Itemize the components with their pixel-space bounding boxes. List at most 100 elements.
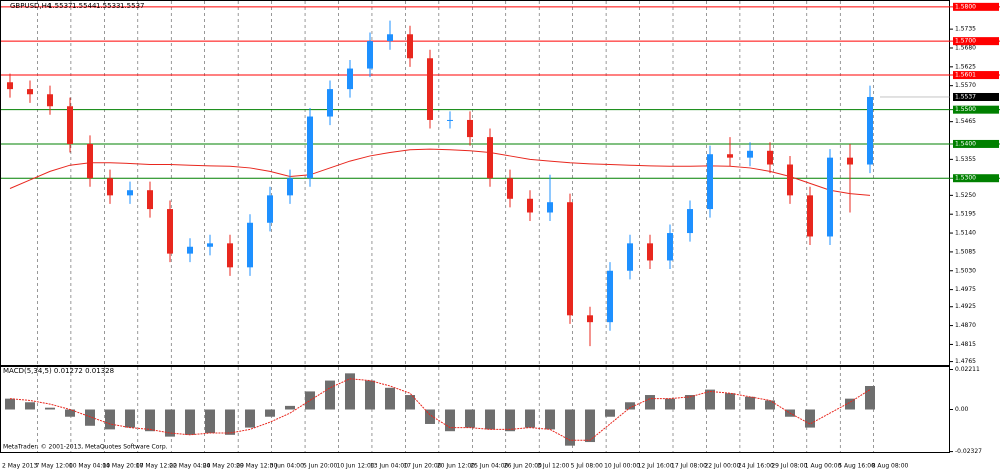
candle-body	[187, 246, 193, 254]
macd-bar	[185, 409, 195, 435]
candle-body	[747, 150, 753, 158]
macd-bar	[865, 385, 875, 410]
plot	[1, 1, 1000, 452]
macd-bar	[845, 398, 855, 410]
x-tick-label: 7 May 12:00	[35, 463, 73, 470]
x-tick-label: 8 Aug 08:00	[872, 463, 909, 470]
candle-body	[387, 34, 393, 42]
candle-body	[847, 157, 853, 165]
macd-bar	[145, 409, 155, 432]
macd-bar	[45, 407, 55, 410]
header-value: 1.5537	[48, 2, 73, 10]
macd-bar	[85, 409, 95, 426]
x-tick-label: 10 May 04:00	[69, 463, 110, 470]
y-tick-label: 1.5680	[955, 44, 976, 51]
macd-bar	[285, 405, 295, 410]
x-tick-label: 24 Jul 16:00	[738, 463, 774, 470]
candle-body	[807, 195, 813, 237]
candle-body	[87, 143, 93, 179]
candle-body	[587, 315, 593, 323]
candle-body	[27, 89, 33, 95]
y-tick-label: 1.5085	[955, 248, 976, 255]
macd-bar	[705, 389, 715, 410]
candle-body	[567, 202, 573, 316]
macd-tick-label: -0.02327	[955, 448, 982, 455]
candle-body	[767, 150, 773, 165]
macd-bar	[205, 409, 215, 434]
level-label: 1.5700	[955, 38, 976, 45]
level-label: 1.5300	[955, 175, 976, 182]
candle-body	[47, 94, 53, 107]
level-label: 1.5601	[955, 72, 976, 79]
candle-body	[227, 243, 233, 268]
level-tag	[953, 139, 999, 148]
header-value: 1.5537	[120, 2, 145, 10]
candle-body	[367, 41, 373, 69]
macd-bar	[345, 373, 355, 410]
macd-bar	[765, 400, 775, 410]
chart-title: GBPUSD,H4	[10, 2, 52, 10]
macd-bar	[305, 391, 315, 410]
y-tick-label: 1.5250	[955, 192, 976, 199]
x-tick-label: 10 Jun 12:00	[337, 463, 375, 470]
macd-bar	[805, 409, 815, 428]
macd-bar	[405, 395, 415, 410]
macd-bar	[425, 409, 435, 424]
macd-tick-label: 0.00	[955, 406, 969, 413]
x-tick-label: 2 May 2013	[2, 463, 37, 470]
candle-body	[327, 89, 333, 117]
macd-bar	[325, 380, 335, 410]
macd-bar	[265, 409, 275, 417]
x-tick-label: 29 May 12:00	[236, 463, 277, 470]
macd-tick-label: 0.02211	[955, 366, 980, 373]
candle-body	[727, 154, 733, 158]
moving-average	[9, 148, 871, 196]
macd-bar	[745, 396, 755, 410]
candle-body	[167, 209, 173, 254]
macd-bar	[465, 409, 475, 428]
x-tick-label: 20 Jun 12:00	[437, 463, 475, 470]
candle-body	[627, 243, 633, 271]
level-tag	[953, 37, 999, 46]
x-tick-label: 5 Jun 20:00	[303, 463, 337, 470]
macd-signal	[9, 378, 871, 441]
level-tag	[953, 71, 999, 80]
candle-body	[427, 58, 433, 120]
x-tick-label: 17 Jul 08:00	[671, 463, 707, 470]
macd-bar	[685, 395, 695, 410]
y-tick-label: 1.4975	[955, 286, 976, 293]
y-tick-label: 1.5625	[955, 63, 976, 70]
x-tick-label: 25 Jun 04:00	[470, 463, 508, 470]
macd-bar	[25, 402, 35, 410]
current-price-tag	[953, 92, 999, 101]
x-tick-label: 3 Jul 12:00	[537, 463, 569, 470]
x-tick-label: 14 May 20:00	[102, 463, 143, 470]
candle-body	[547, 202, 553, 213]
x-tick-label: 29 Jul 08:00	[771, 463, 807, 470]
macd-bar	[125, 409, 135, 428]
footer: MetaTrader, © 2001-2013, MetaQuotes Soft…	[3, 444, 168, 451]
macd-bar	[725, 393, 735, 410]
x-tick-label: 12 Jul 16:00	[638, 463, 674, 470]
x-tick-label: 13 Jun 04:00	[370, 463, 408, 470]
candle-body	[447, 119, 453, 121]
candle-body	[207, 243, 213, 247]
x-tick-label: 17 Jun 20:00	[403, 463, 441, 470]
level-tag	[953, 2, 999, 11]
macd-bar	[65, 409, 75, 417]
candle-body	[7, 82, 13, 90]
x-tick-label: 26 Jun 20:00	[504, 463, 542, 470]
candle-body	[647, 243, 653, 261]
y-tick-label: 1.5735	[955, 26, 976, 33]
candle-body	[267, 195, 273, 223]
macd-bar	[225, 409, 235, 435]
candle-body	[827, 157, 833, 237]
x-tick-label: 1 Aug 00:00	[805, 463, 842, 470]
candle-body	[607, 270, 613, 323]
macd-bar	[525, 409, 535, 428]
x-tick-label: 5 Aug 16:00	[838, 463, 875, 470]
macd-bar	[105, 409, 115, 430]
macd-bar	[485, 409, 495, 430]
x-tick-label: 10 Jul 00:00	[604, 463, 640, 470]
